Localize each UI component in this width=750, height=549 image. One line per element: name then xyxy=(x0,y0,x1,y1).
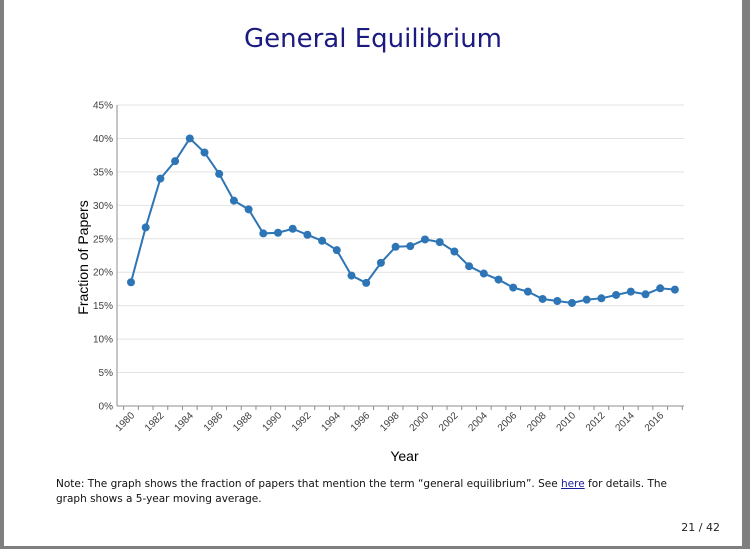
x-tick-label: 1982 xyxy=(143,410,167,434)
data-point xyxy=(141,223,150,232)
grid-lines xyxy=(117,104,684,374)
data-point xyxy=(509,283,518,292)
data-point xyxy=(376,258,385,267)
data-point xyxy=(670,285,679,294)
y-tick-label: 20% xyxy=(93,268,113,279)
x-tick-label: 2002 xyxy=(437,410,461,434)
data-point xyxy=(200,148,209,157)
data-point xyxy=(641,290,650,299)
x-tick-label: 1996 xyxy=(349,410,373,434)
y-tick-label: 5% xyxy=(99,368,114,379)
y-axis-label: Fraction of Papers xyxy=(75,200,91,314)
data-point xyxy=(568,298,576,307)
x-tick-label: 2008 xyxy=(525,410,549,434)
y-tick-label: 40% xyxy=(93,134,113,145)
y-tick-label: 35% xyxy=(93,167,113,178)
data-point xyxy=(479,269,488,278)
y-tick-labels: 0% 5% 10% 15% 20% 25% 30% 35% 40% 45% xyxy=(93,101,113,413)
x-tick-label: 1998 xyxy=(378,410,402,434)
slide-title: General Equilibrium xyxy=(243,24,503,54)
details-link[interactable]: here xyxy=(561,478,585,490)
y-tick-label: 45% xyxy=(93,101,113,112)
x-tick-label: 2010 xyxy=(555,410,579,434)
data-point xyxy=(347,271,356,280)
data-point xyxy=(274,228,282,237)
y-tick-label: 25% xyxy=(93,234,113,245)
data-point xyxy=(553,296,562,305)
data-point xyxy=(127,278,135,287)
data-point xyxy=(244,205,253,214)
series-line xyxy=(130,136,675,305)
x-tick-label: 2012 xyxy=(584,410,608,434)
data-point xyxy=(171,157,180,166)
x-axis-label: Year xyxy=(390,448,419,464)
data-point xyxy=(215,169,224,178)
data-point xyxy=(465,262,474,271)
data-point xyxy=(318,236,327,245)
x-tick-label: 1992 xyxy=(290,410,314,434)
x-tick-label: 2004 xyxy=(466,410,490,434)
y-tick-label: 10% xyxy=(93,335,113,346)
slide: General Equilibrium 0% 5% 10% 15% 20% 25% 30% 3… xyxy=(4,0,742,546)
data-point xyxy=(406,242,415,251)
data-point xyxy=(156,174,165,183)
x-tick-label: 2000 xyxy=(408,410,432,434)
data-point xyxy=(229,196,238,205)
data-point xyxy=(303,230,312,239)
data-point xyxy=(288,224,297,233)
data-point xyxy=(597,294,606,303)
x-tick-labels: 1980 1982 1984 1986 1988 1990 1992 1994 1996 1998… xyxy=(114,406,683,434)
data-point xyxy=(362,278,371,287)
data-point xyxy=(450,247,459,256)
y-tick-label: 15% xyxy=(93,301,113,312)
footnote: Note: The graph shows the fraction of pa… xyxy=(56,477,686,507)
data-point xyxy=(656,284,665,293)
data-point xyxy=(435,238,444,247)
note-text-prefix: Note: The graph shows the fraction of pa… xyxy=(56,478,561,490)
data-point xyxy=(259,229,268,238)
data-point xyxy=(332,246,341,255)
y-tick-label: 30% xyxy=(93,201,113,212)
y-tick-label: 0% xyxy=(99,402,114,413)
x-tick-label: 2016 xyxy=(643,410,667,434)
data-point xyxy=(391,242,400,251)
x-tick-label: 1980 xyxy=(114,410,138,434)
x-tick-label: 1994 xyxy=(319,410,343,434)
x-tick-label: 1986 xyxy=(202,410,226,434)
note-text-suffix: for details. The graph shows a 5-year mo… xyxy=(56,478,667,505)
data-point xyxy=(582,295,591,304)
x-tick-label: 2006 xyxy=(496,410,520,434)
data-point xyxy=(626,287,635,296)
x-tick-label: 2014 xyxy=(613,410,637,434)
data-point xyxy=(421,235,429,244)
x-tick-label: 1984 xyxy=(172,410,196,434)
data-point xyxy=(538,294,547,303)
page-number: 21 / 42 xyxy=(681,521,720,534)
data-point xyxy=(612,290,621,299)
x-tick-label: 1988 xyxy=(231,410,255,434)
line-chart: 0%5%10%15%20%25%30%35%40%45% 1980 1982 198… xyxy=(75,101,684,464)
x-tick-label: 1990 xyxy=(261,410,285,434)
data-point xyxy=(185,134,194,143)
data-point xyxy=(523,287,532,296)
data-point xyxy=(494,275,503,284)
data-series xyxy=(127,134,679,307)
